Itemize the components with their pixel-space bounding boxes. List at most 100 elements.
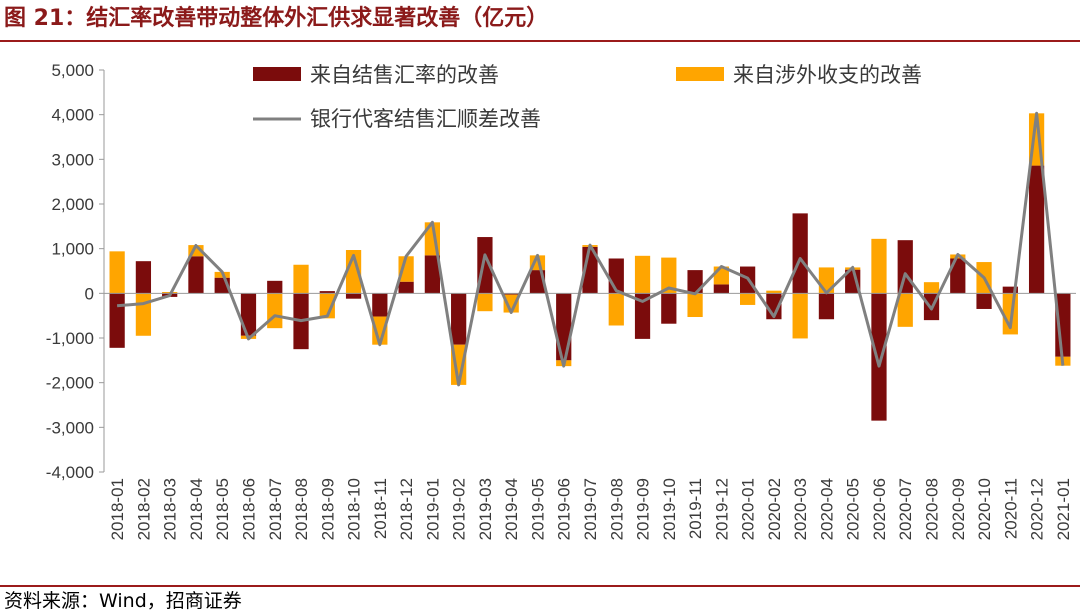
x-tick-label: 2020-10 bbox=[975, 478, 994, 540]
x-tick-label: 2018-01 bbox=[108, 478, 127, 540]
bar-foreign-payments bbox=[792, 293, 808, 339]
bar-foreign-payments bbox=[188, 245, 204, 257]
bar-foreign-payments bbox=[740, 293, 756, 305]
legend-label-foreign-payments: 来自涉外收支的改善 bbox=[733, 63, 922, 87]
bar-settlement-rate bbox=[661, 293, 677, 324]
x-tick-label: 2019-03 bbox=[476, 478, 495, 540]
bar-foreign-payments bbox=[897, 293, 913, 327]
bar-settlement-rate bbox=[240, 293, 257, 336]
x-tick-label: 2020-08 bbox=[923, 478, 942, 540]
x-tick-label: 2020-11 bbox=[1001, 478, 1020, 539]
y-tick-label: -3,000 bbox=[46, 418, 94, 437]
x-tick-label: 2018-05 bbox=[213, 478, 232, 540]
x-tick-label: 2019-04 bbox=[502, 478, 521, 540]
bar-foreign-payments bbox=[766, 290, 782, 294]
y-tick-label: -2,000 bbox=[46, 374, 94, 393]
y-tick-label: 3,000 bbox=[51, 150, 94, 169]
bar-settlement-rate bbox=[188, 256, 204, 294]
bar-settlement-rate bbox=[267, 280, 283, 294]
bar-settlement-rate bbox=[976, 293, 992, 309]
legend-swatch-foreign-payments bbox=[676, 67, 724, 81]
x-tick-label: 2020-09 bbox=[949, 478, 968, 540]
y-tick-label: 0 bbox=[85, 284, 94, 303]
bar-settlement-rate bbox=[687, 270, 703, 294]
x-tick-label: 2018-03 bbox=[161, 478, 180, 540]
bar-settlement-rate bbox=[424, 255, 440, 294]
title-rule bbox=[0, 40, 1080, 42]
bar-settlement-rate bbox=[135, 261, 152, 294]
bar-settlement-rate bbox=[1002, 286, 1018, 294]
y-tick-label: 2,000 bbox=[51, 195, 94, 214]
bar-settlement-rate bbox=[503, 293, 519, 295]
x-tick-label: 2018-06 bbox=[239, 478, 258, 540]
x-tick-label: 2021-01 bbox=[1054, 478, 1073, 540]
bar-settlement-rate bbox=[372, 293, 388, 317]
bars-group bbox=[104, 113, 1076, 421]
x-tick-label: 2020-05 bbox=[844, 478, 863, 540]
footer-rule bbox=[0, 585, 1080, 587]
x-axis: 2018-01 2018-02 2018-03 2018-04 2018-05 2018-… bbox=[108, 478, 1073, 540]
x-tick-label: 2018-02 bbox=[134, 478, 153, 540]
x-tick-label: 2020-02 bbox=[765, 478, 784, 540]
y-tick-label: 1,000 bbox=[51, 240, 94, 259]
y-tick-label: -1,000 bbox=[46, 329, 94, 348]
bar-settlement-rate bbox=[345, 293, 362, 299]
x-tick-label: 2019-02 bbox=[450, 478, 469, 540]
x-tick-label: 2019-07 bbox=[581, 478, 600, 540]
x-tick-label: 2019-05 bbox=[528, 478, 547, 540]
x-tick-label: 2019-10 bbox=[660, 478, 679, 540]
bar-foreign-payments bbox=[267, 293, 283, 329]
x-tick-label: 2018-09 bbox=[318, 478, 337, 540]
bar-foreign-payments bbox=[477, 293, 493, 312]
x-tick-label: 2019-11 bbox=[686, 478, 705, 539]
bar-settlement-rate bbox=[818, 293, 835, 320]
x-tick-label: 2019-01 bbox=[423, 478, 442, 540]
x-tick-label: 2020-12 bbox=[1028, 478, 1047, 540]
bar-foreign-payments bbox=[687, 293, 703, 318]
bar-foreign-payments bbox=[319, 293, 335, 319]
source-note: 资料来源：Wind，招商证券 bbox=[4, 590, 242, 612]
x-tick-label: 2020-07 bbox=[896, 478, 915, 540]
x-tick-label: 2020-06 bbox=[870, 478, 889, 540]
x-tick-label: 2019-06 bbox=[555, 478, 574, 540]
line-series-group bbox=[116, 111, 1065, 387]
line-series-net-surplus bbox=[116, 111, 1065, 387]
bar-foreign-payments bbox=[135, 293, 152, 336]
x-tick-label: 2020-01 bbox=[739, 478, 758, 540]
x-tick-label: 2020-03 bbox=[791, 478, 810, 540]
bar-foreign-payments bbox=[661, 257, 677, 294]
bar-foreign-payments bbox=[608, 293, 624, 326]
bar-foreign-payments bbox=[923, 282, 940, 294]
bar-foreign-payments bbox=[634, 255, 651, 294]
x-tick-label: 2020-04 bbox=[817, 478, 836, 540]
bar-settlement-rate bbox=[713, 284, 729, 294]
bar-foreign-payments bbox=[109, 251, 125, 294]
y-tick-label: 4,000 bbox=[51, 106, 94, 125]
y-axis: 5,000 4,000 3,000 2,000 1,000 0 -1,000 -2,000 -3… bbox=[46, 61, 105, 482]
y-tick-label: 5,000 bbox=[51, 61, 94, 80]
bar-settlement-rate bbox=[109, 293, 125, 348]
legend-label-settlement-rate: 来自结售汇率的改善 bbox=[310, 63, 499, 87]
x-tick-label: 2018-11 bbox=[371, 478, 390, 539]
y-tick-label: -4,000 bbox=[46, 463, 94, 482]
figure-title: 图 21：结汇率改善带动整体外汇供求显著改善（亿元） bbox=[4, 6, 549, 31]
bar-foreign-payments bbox=[293, 264, 309, 294]
chart-area: 5,000 4,000 3,000 2,000 1,000 0 -1,000 -2,000 -3… bbox=[46, 61, 1076, 540]
x-tick-label: 2018-07 bbox=[266, 478, 285, 540]
bar-settlement-rate bbox=[792, 213, 808, 294]
bar-foreign-payments bbox=[503, 294, 519, 313]
legend-label-net-surplus: 银行代客结售汇顺差改善 bbox=[310, 107, 541, 131]
x-tick-label: 2018-08 bbox=[292, 478, 311, 540]
bar-foreign-payments bbox=[398, 256, 414, 282]
x-tick-label: 2019-08 bbox=[607, 478, 626, 540]
bar-settlement-rate bbox=[1028, 165, 1045, 294]
x-tick-label: 2018-12 bbox=[397, 478, 416, 540]
bar-settlement-rate bbox=[950, 258, 966, 294]
bar-foreign-payments bbox=[871, 238, 887, 294]
bar-settlement-rate bbox=[319, 291, 335, 294]
bar-settlement-rate bbox=[897, 240, 913, 294]
x-tick-label: 2018-04 bbox=[187, 478, 206, 540]
bar-settlement-rate bbox=[871, 293, 887, 421]
x-tick-label: 2019-12 bbox=[712, 478, 731, 540]
